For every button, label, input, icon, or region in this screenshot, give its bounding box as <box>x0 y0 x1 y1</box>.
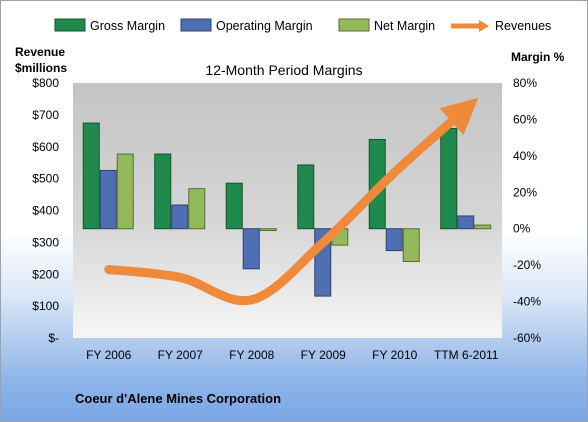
right-axis-label: Margin % <box>511 50 565 64</box>
left-tick-label: $100 <box>32 299 59 313</box>
bar-net-margin <box>259 228 277 232</box>
legend-arrow-icon <box>479 20 489 32</box>
bar-net-margin <box>116 153 134 230</box>
bar-operating-margin <box>457 215 475 230</box>
right-tick-label: -40% <box>513 295 541 309</box>
category-labels: FY 2006 FY 2007 FY 2008 FY 2009 FY 2010 TTM 6… <box>86 348 499 362</box>
bar-net-margin <box>402 228 420 262</box>
legend-label-operating-margin: Operating Margin <box>216 19 313 33</box>
right-axis-ticks: -60% -40% -20% 0% 20% 40% 60% 80% <box>513 76 541 345</box>
right-tick-label: -20% <box>513 258 541 272</box>
bars <box>82 122 492 297</box>
legend-swatch-operating-margin <box>180 18 212 32</box>
category-label: FY 2008 <box>229 348 274 362</box>
legend-label-revenues: Revenues <box>495 19 551 33</box>
left-tick-label: $400 <box>32 204 59 218</box>
bar-operating-margin <box>171 204 189 230</box>
bar-net-margin <box>474 224 492 230</box>
chart-title: 12-Month Period Margins <box>205 62 362 78</box>
left-tick-label: $- <box>48 331 59 345</box>
right-tick-label: 0% <box>513 222 531 236</box>
right-tick-label: 60% <box>513 112 537 126</box>
revenue-line <box>104 97 479 306</box>
legend-swatch-net-margin <box>338 18 370 32</box>
legend-label-gross-margin: Gross Margin <box>90 19 165 33</box>
right-tick-label: 20% <box>513 185 537 199</box>
footer-company-name: Coeur d'Alene Mines Corporation <box>75 391 281 406</box>
left-tick-label: $300 <box>32 235 59 249</box>
plot-area <box>73 83 502 338</box>
category-label: FY 2006 <box>86 348 131 362</box>
bar-operating-margin <box>385 228 403 252</box>
legend: Gross Margin Operating Margin Net Margin Re… <box>54 18 551 33</box>
left-tick-label: $800 <box>32 76 59 90</box>
left-axis-label-line1: Revenue <box>15 45 65 59</box>
bar-gross-margin <box>154 153 172 230</box>
bar-gross-margin <box>225 182 243 230</box>
left-axis-ticks: $- $100 $200 $300 $400 $500 $600 $700 $800 <box>32 76 59 345</box>
bar-operating-margin <box>242 228 260 270</box>
right-tick-label: 40% <box>513 149 537 163</box>
legend-swatch-gross-margin <box>54 18 86 32</box>
bar-gross-margin <box>297 164 315 230</box>
category-label: FY 2010 <box>372 348 417 362</box>
bar-net-margin <box>188 188 206 230</box>
left-tick-label: $200 <box>32 267 59 281</box>
left-tick-label: $600 <box>32 140 59 154</box>
bar-gross-margin <box>82 122 100 230</box>
left-tick-label: $500 <box>32 172 59 186</box>
bar-gross-margin <box>440 128 458 230</box>
left-tick-label: $700 <box>32 108 59 122</box>
category-label: TTM 6-2011 <box>434 348 499 362</box>
legend-label-net-margin: Net Margin <box>374 19 435 33</box>
left-axis-label-line2: $millions <box>15 61 67 75</box>
bar-operating-margin <box>99 169 117 230</box>
category-label: FY 2007 <box>158 348 203 362</box>
category-label: FY 2009 <box>301 348 346 362</box>
revenue-line-path <box>104 97 479 306</box>
right-tick-label: 80% <box>513 76 537 90</box>
right-tick-label: -60% <box>513 331 541 345</box>
